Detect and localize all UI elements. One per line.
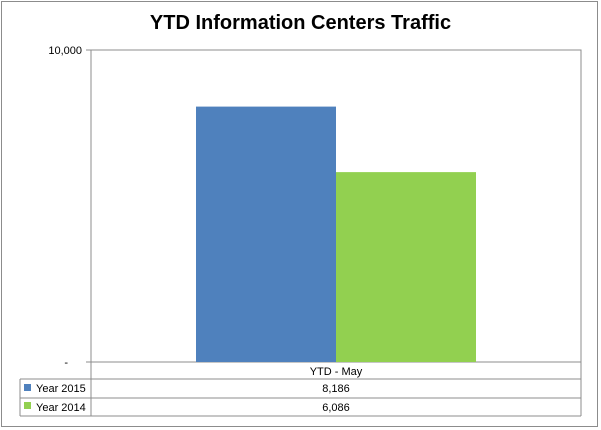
legend-label-2014: Year 2014 [36,402,86,414]
legend-swatch-2015 [24,384,31,391]
y-tick-label-max: 10,000 [48,45,82,57]
y-tick-label-min: - [64,357,68,369]
bar-year-2015 [196,106,336,362]
chart-title: YTD Information Centers Traffic [149,12,452,34]
data-label-2015: 8,186 [322,383,350,395]
data-label-2014: 6,086 [322,402,350,414]
bar-year-2014 [336,172,476,362]
data-table: YTD - May Year 2015 8,186 Year 2014 6,08… [19,362,582,417]
legend-label-2015: Year 2015 [36,383,86,395]
bars-group [196,106,476,362]
category-label: YTD - May [310,366,363,378]
legend-swatch-2014 [24,402,31,409]
